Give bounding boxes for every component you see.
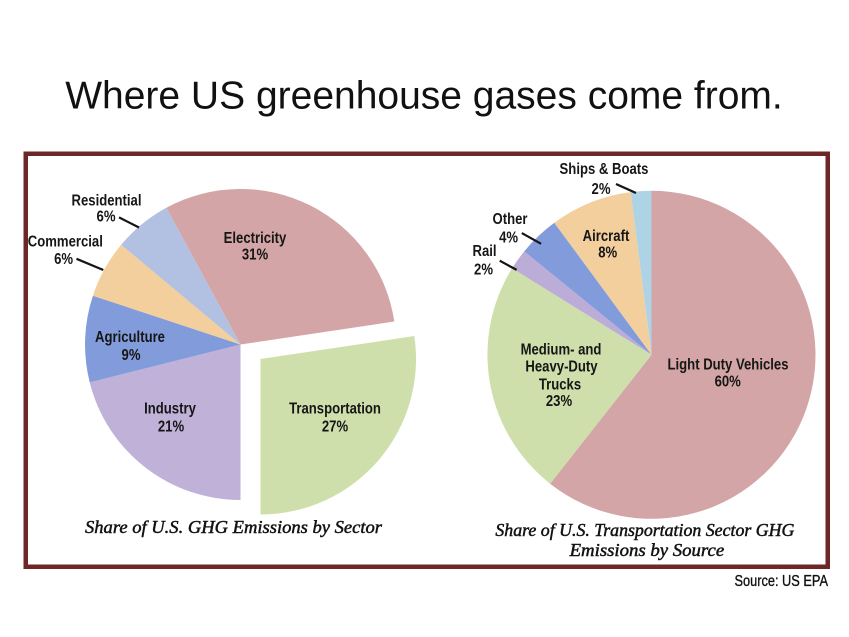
svg-text:Residential: Residential (72, 192, 142, 209)
svg-text:Commercial: Commercial (28, 233, 103, 250)
svg-text:Industry: Industry (144, 400, 197, 417)
svg-text:Agriculture: Agriculture (95, 329, 165, 346)
svg-text:9%: 9% (122, 347, 141, 364)
svg-text:Transportation: Transportation (289, 400, 381, 417)
svg-text:2%: 2% (592, 181, 611, 198)
svg-text:31%: 31% (242, 246, 268, 263)
svg-text:23%: 23% (546, 393, 572, 410)
svg-text:Electricity: Electricity (224, 230, 287, 247)
svg-text:Light Duty Vehicles: Light Duty Vehicles (668, 356, 789, 373)
svg-text:2%: 2% (474, 261, 493, 278)
svg-text:Medium- and: Medium- and (521, 341, 602, 358)
svg-text:Aircraft: Aircraft (583, 228, 630, 245)
svg-text:Rail: Rail (472, 243, 496, 260)
svg-text:Heavy-Duty: Heavy-Duty (525, 358, 598, 375)
svg-text:Share of U.S. Transportation S: Share of U.S. Transportation Sector GHG (495, 520, 794, 540)
svg-text:Emissions by Source: Emissions by Source (569, 540, 725, 560)
svg-text:Source: US EPA: Source: US EPA (734, 573, 828, 591)
svg-text:21%: 21% (158, 418, 184, 435)
svg-text:Share of U.S. GHG Emissions by: Share of U.S. GHG Emissions by Sector (85, 517, 383, 537)
svg-text:60%: 60% (715, 373, 741, 390)
svg-text:Other: Other (493, 211, 528, 228)
svg-text:6%: 6% (97, 208, 116, 225)
svg-text:27%: 27% (322, 418, 348, 435)
svg-text:Ships & Boats: Ships & Boats (560, 161, 649, 178)
svg-text:Where US greenhouse gases come: Where US greenhouse gases come from. (65, 75, 783, 118)
svg-text:4%: 4% (499, 229, 518, 246)
svg-text:Trucks: Trucks (539, 376, 581, 393)
svg-text:8%: 8% (598, 244, 617, 261)
svg-text:6%: 6% (54, 251, 73, 268)
